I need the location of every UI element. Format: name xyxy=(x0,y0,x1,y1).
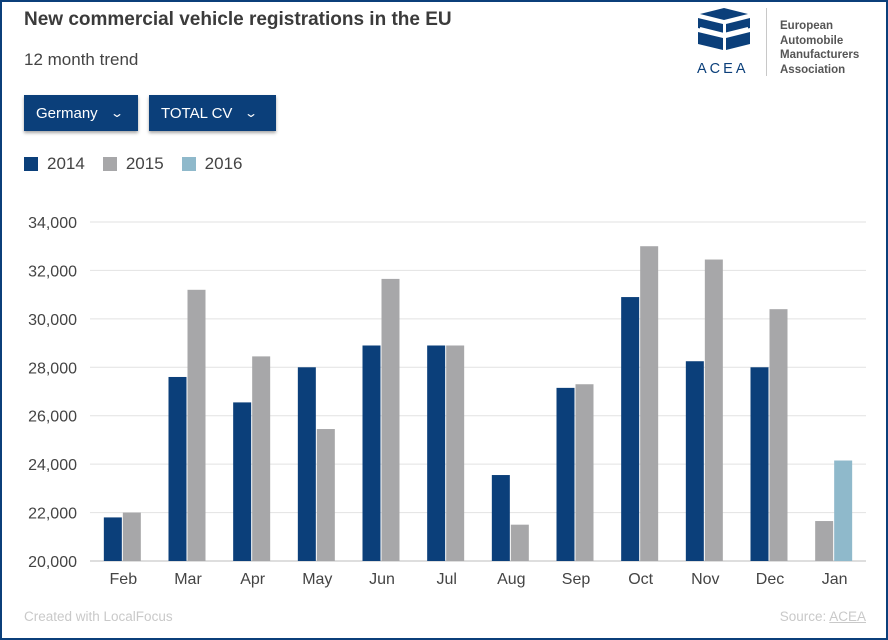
country-dropdown[interactable]: Germany ⌄ xyxy=(24,95,138,131)
bar-2014-feb[interactable] xyxy=(103,517,122,561)
x-tick-label: Sep xyxy=(562,571,591,588)
grid-lines xyxy=(90,221,866,562)
y-tick-label: 30,000 xyxy=(28,312,77,329)
footer-source: Source: ACEA xyxy=(780,609,866,624)
y-axis: 20,000 22,000 24,000 26,000 28,000 30,000 32,0… xyxy=(28,215,77,571)
bar-2014-oct[interactable] xyxy=(621,297,640,561)
bar-2015-mar[interactable] xyxy=(187,289,206,561)
bar-2015-nov[interactable] xyxy=(704,259,723,561)
chart-title: New commercial vehicle registrations in … xyxy=(24,9,452,30)
x-tick-label: Dec xyxy=(756,571,784,588)
legend-label-2016: 2016 xyxy=(204,154,243,173)
bar-chart: 20,000 22,000 24,000 26,000 28,000 30,000 32,0… xyxy=(28,215,866,588)
bar-2015-oct[interactable] xyxy=(640,246,659,561)
bar-2015-apr[interactable] xyxy=(252,356,271,561)
y-tick-label: 26,000 xyxy=(28,409,77,426)
y-tick-label: 24,000 xyxy=(28,457,77,474)
bar-2014-jul[interactable] xyxy=(427,345,446,561)
bar-2015-sep[interactable] xyxy=(575,384,594,561)
chevron-down-icon: ⌄ xyxy=(109,106,124,120)
chevron-down-icon: ⌄ xyxy=(244,106,259,120)
bar-2014-nov[interactable] xyxy=(685,361,704,561)
bar-2014-apr[interactable] xyxy=(233,402,252,561)
bar-2014-dec[interactable] xyxy=(750,367,769,561)
legend-swatch-2016 xyxy=(181,157,196,171)
bar-2015-aug[interactable] xyxy=(510,524,529,561)
x-tick-label: Oct xyxy=(628,571,653,588)
source-link[interactable]: ACEA xyxy=(829,609,866,624)
y-tick-label: 28,000 xyxy=(28,360,77,377)
category-dropdown[interactable]: TOTAL CV ⌄ xyxy=(149,95,276,131)
legend-item-2015[interactable]: 2015 xyxy=(102,154,164,174)
bar-2015-may[interactable] xyxy=(316,429,335,561)
x-tick-label: May xyxy=(302,571,332,588)
source-label: Source: xyxy=(779,609,827,624)
x-tick-label: Aug xyxy=(497,571,525,588)
legend-label-2014: 2014 xyxy=(47,154,85,173)
bar-2014-sep[interactable] xyxy=(556,387,575,561)
x-axis: Feb Mar Apr May Jun Jul Aug Sep Oct Nov Dec Jan xyxy=(110,571,848,588)
legend-item-2014[interactable]: 2014 xyxy=(24,154,85,174)
bar-2014-may[interactable] xyxy=(297,367,316,561)
footer-credit: Created with LocalFocus xyxy=(24,609,173,624)
bar-2015-jan[interactable] xyxy=(815,521,834,561)
x-tick-label: Apr xyxy=(240,571,266,588)
bar-2014-jun[interactable] xyxy=(362,345,381,561)
bar-2014-aug[interactable] xyxy=(491,475,510,561)
logo-acronym: ACEA xyxy=(697,61,749,77)
x-tick-label: Jul xyxy=(436,571,456,588)
bar-2014-mar[interactable] xyxy=(168,376,187,561)
bar-2015-jun[interactable] xyxy=(381,278,400,561)
legend-label-2015: 2015 xyxy=(125,154,164,173)
logo-divider xyxy=(766,8,767,76)
bar-2015-jul[interactable] xyxy=(446,345,465,561)
bar-2015-dec[interactable] xyxy=(769,309,788,561)
acea-cube-icon xyxy=(698,8,750,50)
x-tick-label: Jan xyxy=(822,571,848,588)
logo-fullname: European Automobile Manufacturers Associ… xyxy=(780,20,860,76)
x-tick-label: Feb xyxy=(110,571,138,588)
country-dropdown-label: Germany xyxy=(36,104,98,122)
y-tick-label: 20,000 xyxy=(28,554,77,571)
bars xyxy=(103,246,853,561)
legend-item-2016[interactable]: 2016 xyxy=(181,154,243,174)
y-tick-label: 34,000 xyxy=(28,215,77,232)
chart-legend: 2014 2015 2016 xyxy=(24,154,242,174)
bar-2015-feb[interactable] xyxy=(122,512,141,561)
x-tick-label: Mar xyxy=(174,571,202,588)
category-dropdown-label: TOTAL CV xyxy=(161,104,233,122)
legend-swatch-2015 xyxy=(102,157,117,171)
chart-subtitle: 12 month trend xyxy=(24,50,139,69)
legend-swatch-2014 xyxy=(24,157,38,171)
x-tick-label: Nov xyxy=(691,571,719,588)
acea-logo[interactable]: ACEA European Automobile Manufacturers A… xyxy=(696,8,866,80)
y-tick-label: 22,000 xyxy=(28,506,77,523)
y-tick-label: 32,000 xyxy=(28,263,77,280)
x-tick-label: Jun xyxy=(369,571,395,588)
bar-2016-jan[interactable] xyxy=(834,460,853,561)
